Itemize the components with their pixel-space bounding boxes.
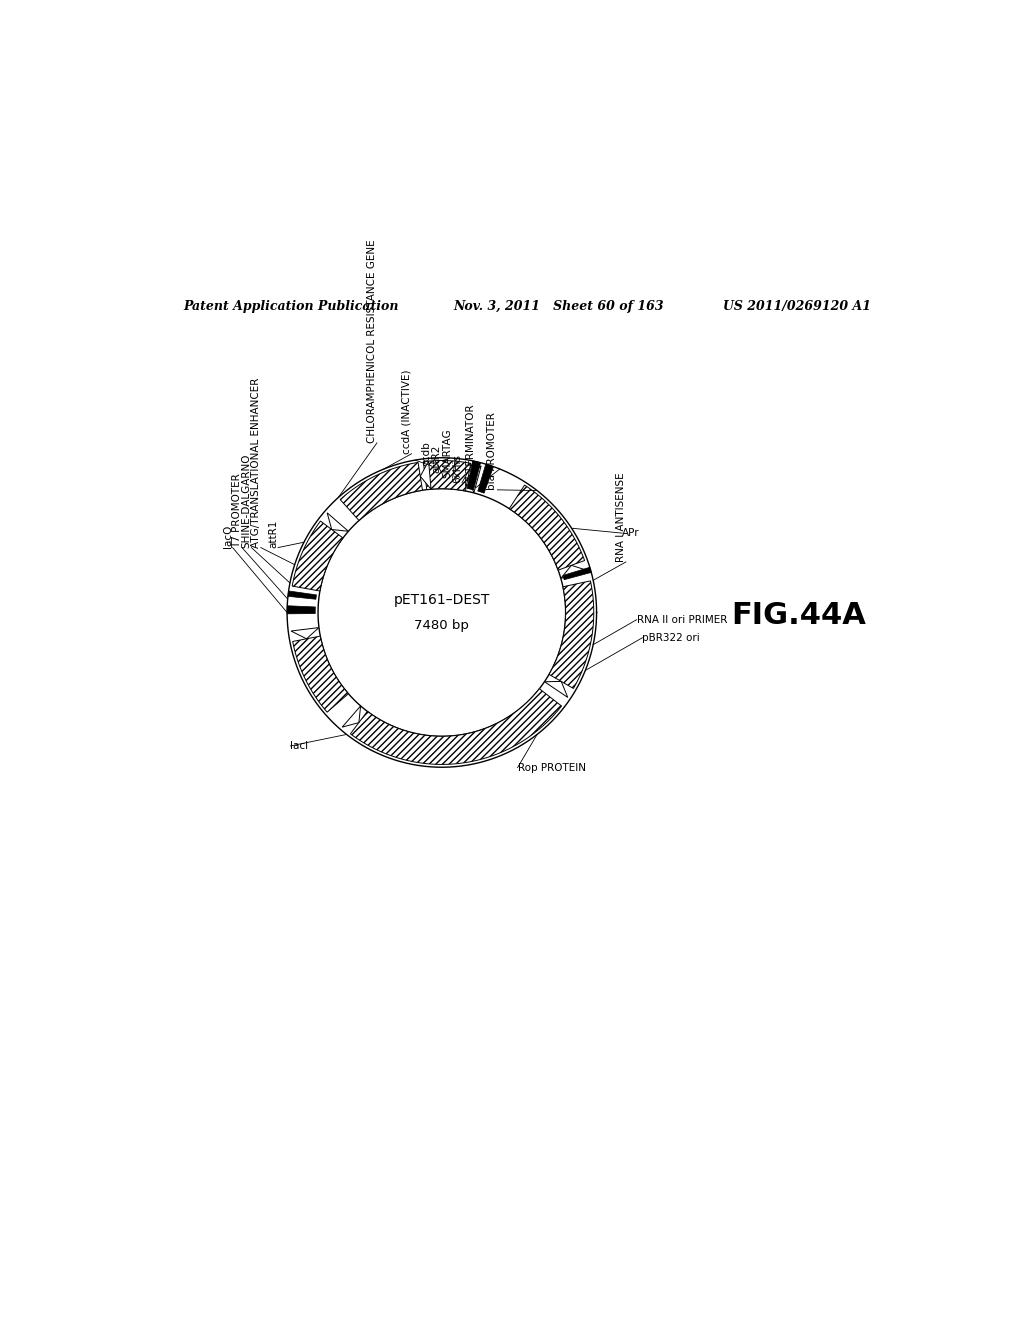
Text: T7 PROMOTER: T7 PROMOTER: [232, 473, 242, 548]
Text: Nov. 3, 2011   Sheet 60 of 163: Nov. 3, 2011 Sheet 60 of 163: [454, 300, 664, 313]
Polygon shape: [293, 636, 348, 713]
Text: ccdb: ccdb: [422, 441, 432, 466]
Text: 7480 bp: 7480 bp: [415, 619, 469, 632]
Polygon shape: [423, 461, 471, 491]
Polygon shape: [549, 581, 594, 689]
Polygon shape: [291, 627, 318, 639]
Text: T7 TERMINATOR: T7 TERMINATOR: [466, 404, 476, 487]
Polygon shape: [478, 465, 494, 494]
Text: RNA II ori PRIMER: RNA II ori PRIMER: [637, 615, 727, 624]
Polygon shape: [467, 461, 480, 490]
Text: pET161–DEST: pET161–DEST: [393, 593, 490, 606]
Text: lacO: lacO: [222, 524, 232, 548]
Text: SHINE-DALGARNO: SHINE-DALGARNO: [242, 453, 251, 548]
Text: attR2: attR2: [432, 445, 441, 474]
Polygon shape: [561, 565, 588, 578]
Polygon shape: [563, 568, 591, 579]
Text: FIG.44A: FIG.44A: [731, 601, 866, 630]
Polygon shape: [287, 606, 315, 614]
Text: pBR322 ori: pBR322 ori: [642, 632, 700, 643]
Polygon shape: [340, 462, 423, 520]
Text: attR1: attR1: [268, 519, 279, 548]
Polygon shape: [545, 681, 567, 697]
Text: lacI: lacI: [291, 741, 308, 751]
Text: RNA I ANTISENSE: RNA I ANTISENSE: [615, 473, 626, 562]
Polygon shape: [288, 591, 316, 599]
Polygon shape: [327, 512, 348, 531]
Text: ATG/TRANSLATIONAL ENHANCER: ATG/TRANSLATIONAL ENHANCER: [251, 378, 261, 548]
Text: Patent Application Publication: Patent Application Publication: [183, 300, 399, 313]
Text: Rop PROTEIN: Rop PROTEIN: [517, 763, 586, 772]
Text: US 2011/0269120 A1: US 2011/0269120 A1: [723, 300, 871, 313]
Text: bla PROMOTER: bla PROMOTER: [487, 412, 498, 490]
Polygon shape: [468, 466, 481, 492]
Polygon shape: [509, 484, 585, 570]
Text: SMARTAG: SMARTAG: [442, 428, 453, 478]
Polygon shape: [292, 521, 343, 591]
Text: CHLORAMPHENICOL RESISTANCE GENE: CHLORAMPHENICOL RESISTANCE GENE: [367, 239, 377, 444]
Text: ccdA (INACTIVE): ccdA (INACTIVE): [401, 370, 412, 454]
Text: 6xHis: 6xHis: [452, 454, 462, 483]
Polygon shape: [350, 689, 561, 764]
Text: APr: APr: [623, 528, 640, 539]
Polygon shape: [342, 706, 360, 727]
Polygon shape: [420, 461, 431, 490]
